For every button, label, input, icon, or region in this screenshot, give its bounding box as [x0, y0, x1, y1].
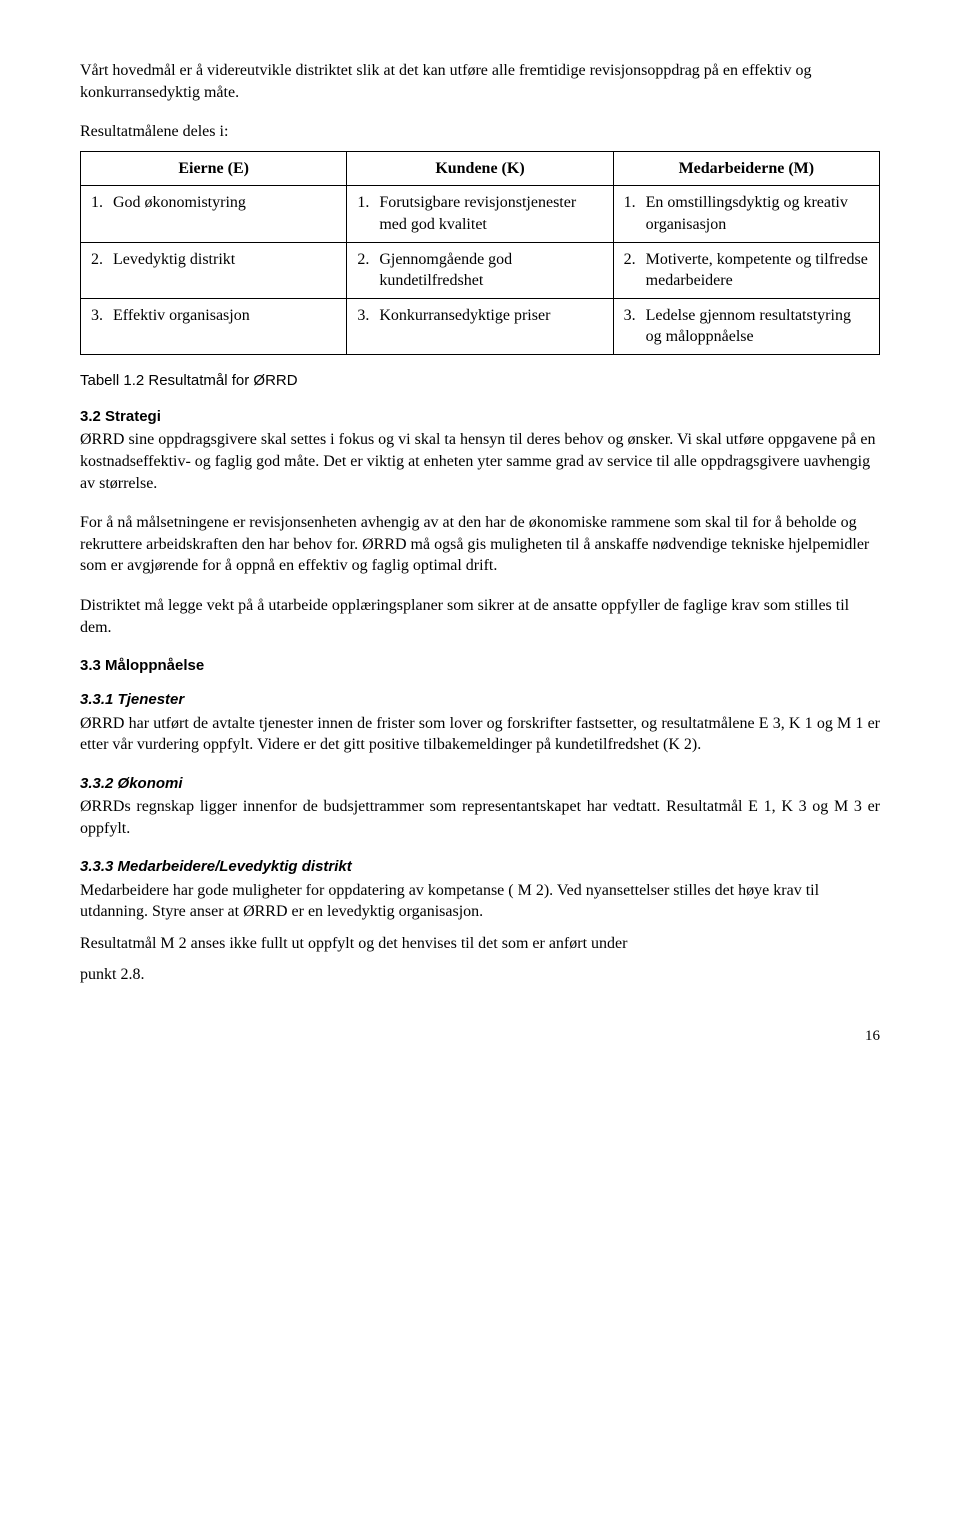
cell-text: Effektiv organisasjon — [113, 305, 336, 327]
th-eierne: Eierne (E) — [178, 160, 249, 177]
intro-paragraph: Vårt hovedmål er å videreutvikle distrik… — [80, 60, 880, 103]
cell-num: 2. — [357, 249, 379, 292]
heading-3-3-3: 3.3.3 Medarbeidere/Levedyktig distrikt — [80, 857, 880, 877]
heading-3-3-1: 3.3.1 Tjenester — [80, 690, 880, 710]
cell-num: 3. — [91, 305, 113, 327]
heading-3-3: 3.3 Måloppnåelse — [80, 656, 880, 676]
s32-p1: ØRRD sine oppdragsgivere skal settes i f… — [80, 429, 880, 494]
cell-text: God økonomistyring — [113, 192, 336, 214]
s331-p: ØRRD har utført de avtalte tjenester inn… — [80, 713, 880, 756]
cell-text: En omstillingsdyktig og kreativ organisa… — [646, 192, 869, 235]
heading-3-2: 3.2 Strategi — [80, 407, 880, 427]
table-header-row: Eierne (E) Kundene (K) Medarbeiderne (M) — [81, 151, 880, 186]
heading-3-3-2: 3.3.2 Økonomi — [80, 774, 880, 794]
cell-num: 1. — [624, 192, 646, 235]
cell-num: 2. — [91, 249, 113, 271]
th-medarbeiderne: Medarbeiderne (M) — [679, 160, 815, 177]
th-kundene: Kundene (K) — [435, 160, 524, 177]
cell-num: 1. — [357, 192, 379, 235]
cell-num: 1. — [91, 192, 113, 214]
s333-p2: Resultatmål M 2 anses ikke fullt ut oppf… — [80, 933, 880, 955]
cell-text: Levedyktig distrikt — [113, 249, 336, 271]
cell-text: Gjennomgående god kundetilfredshet — [379, 249, 602, 292]
s32-p2: For å nå målsetningene er revisjonsenhet… — [80, 512, 880, 577]
cell-num: 3. — [624, 305, 646, 348]
cell-text: Motiverte, kompetente og tilfredse medar… — [646, 249, 869, 292]
s32-p3: Distriktet må legge vekt på å utarbeide … — [80, 595, 880, 638]
result-line: Resultatmålene deles i: — [80, 121, 880, 143]
table-caption: Tabell 1.2 Resultatmål for ØRRD — [80, 371, 880, 391]
cell-num: 2. — [624, 249, 646, 292]
cell-text: Konkurransedyktige priser — [379, 305, 602, 327]
table-row: 3.Effektiv organisasjon 3.Konkurransedyk… — [81, 298, 880, 354]
cell-num: 3. — [357, 305, 379, 327]
page-number: 16 — [80, 1026, 880, 1046]
s332-p: ØRRDs regnskap ligger innenfor de budsje… — [80, 796, 880, 839]
table-row: 1.God økonomistyring 1.Forutsigbare revi… — [81, 186, 880, 242]
s333-p1: Medarbeidere har gode muligheter for opp… — [80, 880, 880, 923]
cell-text: Ledelse gjennom resultatstyring og målop… — [646, 305, 869, 348]
result-table: Eierne (E) Kundene (K) Medarbeiderne (M)… — [80, 151, 880, 355]
table-row: 2.Levedyktig distrikt 2.Gjennomgående go… — [81, 242, 880, 298]
cell-text: Forutsigbare revisjonstjenester med god … — [379, 192, 602, 235]
s333-p3: punkt 2.8. — [80, 964, 880, 986]
